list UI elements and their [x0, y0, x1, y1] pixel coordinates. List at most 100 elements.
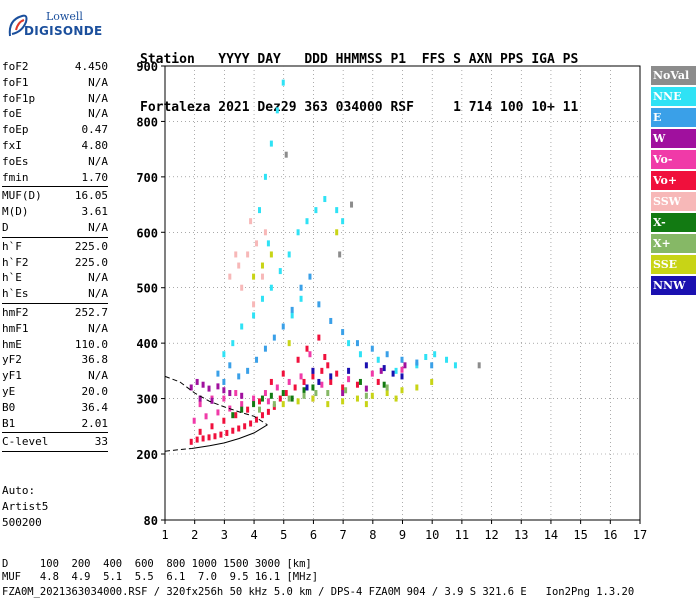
auto-version: 500200	[2, 516, 42, 529]
data-point-vo	[189, 438, 193, 445]
data-point-vo	[249, 420, 253, 427]
data-point-x	[311, 384, 315, 391]
data-point-e	[216, 370, 220, 377]
param-value: 252.7	[74, 305, 108, 319]
data-point-ssw	[240, 284, 244, 291]
data-point-sse	[296, 398, 300, 405]
param-value: 36.4	[81, 400, 109, 414]
data-point-vo	[355, 381, 359, 388]
param-label: foEs	[2, 154, 29, 168]
data-point-vo	[192, 417, 196, 424]
data-point-x	[281, 390, 285, 397]
param-row: fxI 4.80	[2, 138, 108, 154]
data-point-nne	[278, 268, 282, 275]
data-point-x	[287, 395, 291, 402]
data-point-vo	[275, 384, 279, 391]
param-label: foF1	[2, 75, 29, 89]
param-label: fmin	[2, 170, 29, 184]
footer-distance-row: D 100 200 400 600 800 1000 1500 3000 [km…	[2, 558, 312, 570]
data-point-x	[260, 395, 264, 402]
param-value: 225.0	[74, 239, 108, 253]
param-label: h`F2	[2, 255, 29, 269]
x-tick-label: 4	[250, 528, 257, 542]
data-point-ssw	[237, 262, 241, 269]
param-label: h`E	[2, 271, 22, 285]
param-value: 1.70	[81, 170, 109, 184]
data-point-ssw	[255, 240, 259, 247]
data-point-vo	[201, 435, 205, 442]
data-point-nne	[433, 351, 437, 358]
x-tick-label: 13	[514, 528, 528, 542]
param-label: D	[2, 220, 9, 234]
param-row: foEs N/A	[2, 154, 108, 170]
param-label: foF1p	[2, 91, 36, 105]
data-point-nne	[341, 218, 345, 225]
data-point-nne	[269, 140, 273, 147]
logo-swirl-icon	[8, 14, 28, 37]
y-tick-label: 600	[136, 226, 158, 240]
param-label: fxI	[2, 138, 22, 152]
param-label: foE	[2, 107, 22, 121]
data-point-sse	[430, 378, 434, 385]
data-point-vo	[320, 367, 324, 374]
data-point-vo	[219, 431, 223, 438]
data-point-e	[385, 351, 389, 358]
data-point-ssw	[246, 251, 250, 258]
scaled-parameters-list: foF2 4.450 foF1 N/A foF1p N/A foE N/A foEp 0.47 fx…	[2, 59, 108, 453]
param-label: MUF(D)	[2, 189, 42, 203]
data-point-x	[358, 378, 362, 385]
param-value: N/A	[88, 271, 108, 285]
data-point-x	[314, 390, 318, 397]
param-value: 4.80	[81, 138, 109, 152]
data-point-ssw	[228, 273, 232, 280]
profile-extrapolated-line	[164, 375, 268, 426]
data-point-e	[237, 373, 241, 380]
data-point-vo	[299, 373, 303, 380]
data-point-nne	[287, 251, 291, 258]
data-point-nne	[394, 367, 398, 374]
auto-label: Auto:	[2, 484, 36, 497]
data-point-e	[228, 362, 232, 369]
data-point-nnw	[364, 362, 368, 369]
legend-item: E	[651, 108, 696, 127]
x-tick-label: 15	[573, 528, 587, 542]
param-separator	[2, 236, 108, 238]
data-point-vo	[287, 378, 291, 385]
data-point-sse	[385, 390, 389, 397]
data-point-e	[341, 329, 345, 336]
data-point-sse	[326, 401, 330, 408]
data-point-e	[355, 340, 359, 347]
param-row: MUF(D) 16.05	[2, 188, 108, 204]
data-point-vo	[260, 412, 264, 419]
param-label: yF1	[2, 369, 22, 383]
data-point-vo	[284, 390, 288, 397]
data-point-vo	[311, 373, 315, 380]
data-point-e	[299, 284, 303, 291]
data-point-vo	[305, 345, 309, 352]
x-tick-label: 6	[310, 528, 317, 542]
param-row: M(D) 3.61	[2, 204, 108, 220]
data-point-x	[302, 392, 306, 399]
data-point-vo	[293, 384, 297, 391]
footer-file-info: FZA0M_2021363034000.RSF / 320fx256h 50 k…	[2, 586, 635, 598]
data-point-nne	[445, 356, 449, 363]
param-label: hmF1	[2, 321, 29, 335]
data-point-x	[231, 412, 235, 419]
param-row: h`E N/A	[2, 270, 108, 286]
data-point-e	[415, 359, 419, 366]
data-point-sse	[335, 229, 339, 236]
param-separator	[2, 451, 108, 453]
param-value: 20.0	[81, 384, 109, 398]
data-point-nne	[263, 173, 267, 180]
param-label: hmF2	[2, 305, 29, 319]
param-row: yF2 36.8	[2, 352, 108, 368]
data-point-vo	[246, 406, 250, 413]
param-value: N/A	[88, 91, 108, 105]
data-point-vo	[302, 378, 306, 385]
data-point-w	[216, 383, 220, 390]
data-point-nne	[347, 340, 351, 347]
y-tick-label: 400	[136, 337, 158, 351]
param-value: N/A	[88, 287, 108, 301]
x-tick-label: 8	[369, 528, 376, 542]
